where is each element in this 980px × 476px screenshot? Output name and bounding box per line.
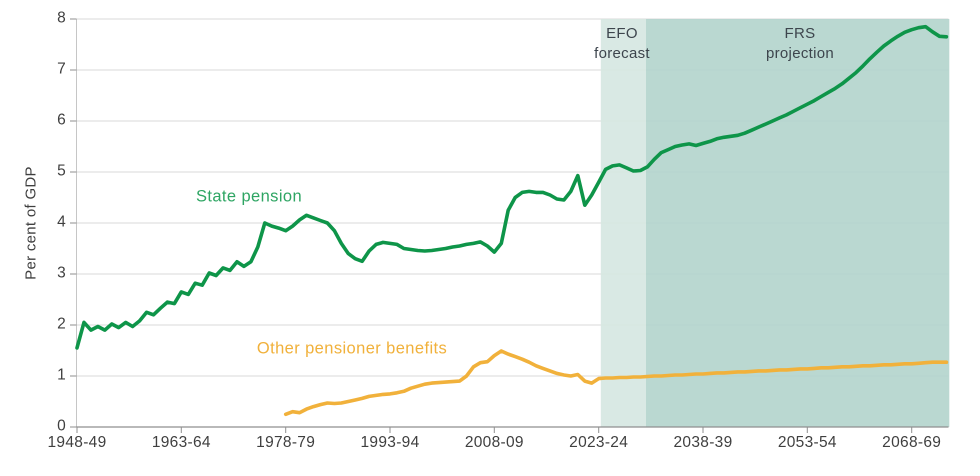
x-tick-label: 2038-39 — [673, 434, 733, 451]
y-tick-label: 8 — [57, 9, 66, 27]
x-tick-label: 2008-09 — [464, 434, 524, 451]
y-tick-label: 4 — [57, 213, 66, 231]
x-tick-label: 2068-69 — [882, 434, 942, 451]
frs-projection-label-line2: projection — [765, 45, 835, 62]
other-pensioner-benefits-line — [283, 349, 949, 417]
x-axis-labels: 1948-49 1963-64 1978-79 1993-94 2008-09 2023-… — [0, 434, 980, 456]
y-tick-label: 0 — [57, 417, 66, 435]
x-tick-label: 1978-79 — [256, 434, 316, 451]
frs-projection-label: FRS projection — [766, 24, 834, 64]
efo-forecast-label: EFO forecast — [594, 24, 650, 64]
y-tick-label: 2 — [57, 315, 66, 333]
x-tick-label: 1948-49 — [47, 434, 107, 451]
frs-projection-label-line1: FRS — [784, 25, 816, 42]
x-tick-label: 1963-64 — [151, 434, 211, 451]
x-tick-label: 2053-54 — [777, 434, 837, 451]
y-tick-label: 7 — [57, 60, 66, 78]
efo-band — [600, 19, 646, 427]
other-pensioner-benefits-label: Other pensioner benefits — [256, 339, 448, 358]
x-tick-label: 2023-24 — [569, 434, 629, 451]
efo-forecast-label-line2: forecast — [594, 45, 650, 62]
state-pension-label: State pension — [195, 187, 303, 206]
x-tick-label: 1993-94 — [360, 434, 420, 451]
y-axis-labels: 0 1 2 3 4 5 6 7 8 — [0, 0, 66, 476]
y-tick-label: 6 — [57, 111, 66, 129]
efo-forecast-label-line1: EFO — [606, 25, 638, 42]
frs-band — [646, 19, 950, 427]
y-tick-label: 3 — [57, 264, 66, 282]
y-tick-label: 1 — [57, 366, 66, 384]
state-pension-line — [75, 24, 949, 350]
y-tick-label: 5 — [57, 162, 66, 180]
